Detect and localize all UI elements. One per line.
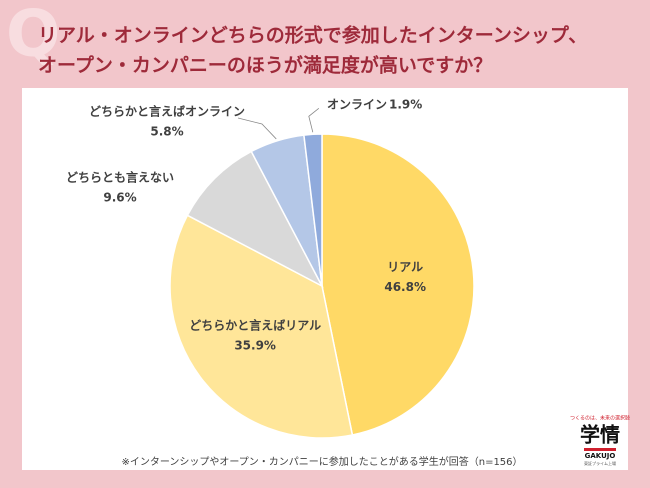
- logo-listing: 東証プライム上場: [584, 460, 616, 466]
- logo-name: 学情: [580, 423, 620, 447]
- slice-value: 1.9%: [389, 98, 422, 112]
- slice-label: どちらかと言えばオンライン: [89, 104, 245, 119]
- slice-label: どちらとも言えない: [66, 170, 174, 185]
- leader-line: [237, 117, 277, 140]
- pie-slice: [321, 133, 475, 436]
- slice-label: どちらかと言えばリアル: [189, 318, 321, 333]
- leader-line: [308, 107, 320, 133]
- logo: つくるのは、未来の選択肢 学情 GAKUJO 東証プライム上場: [570, 415, 630, 467]
- title-line: リアル・オンラインどちらの形式で参加したインターンシップ、: [38, 24, 587, 47]
- badge: Q: [6, 0, 60, 72]
- slice-label: オンライン: [327, 98, 387, 112]
- slice-value: 46.8%: [384, 280, 426, 294]
- pie-slice: [303, 133, 323, 287]
- logo-tagline: つくるのは、未来の選択肢: [570, 415, 630, 422]
- slice-label: リアル: [387, 260, 423, 274]
- pie-slice: [186, 150, 324, 288]
- title-line: オープン・カンパニーのほうが満足度が高いですか？: [38, 54, 492, 77]
- slice-value: 35.9%: [234, 339, 276, 353]
- footnote: ※インターンシップやオープン・カンパニーに参加したことがある学生が回答（n=15…: [121, 455, 522, 468]
- logo-bar: [584, 448, 616, 451]
- pie-slice: [169, 214, 354, 439]
- slice-value: 5.8%: [150, 125, 183, 139]
- slice-value: 9.6%: [103, 191, 136, 205]
- logo-roman: GAKUJO: [585, 452, 616, 460]
- pie: リアル 46.8% どちらかと言えばリアル 35.9% どちらとも言えない 9.6% どちら…: [66, 98, 475, 439]
